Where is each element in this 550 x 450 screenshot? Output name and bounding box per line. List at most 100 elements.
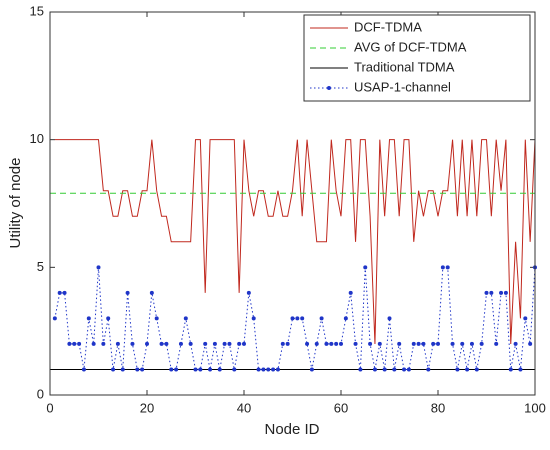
marker [479, 341, 484, 346]
marker [319, 316, 324, 321]
marker [295, 316, 300, 321]
marker [96, 265, 101, 270]
marker [343, 316, 348, 321]
marker [154, 316, 159, 321]
marker [106, 316, 111, 321]
marker [81, 367, 86, 372]
marker [120, 367, 125, 372]
marker [174, 367, 179, 372]
marker [86, 316, 91, 321]
y-tick-label: 15 [30, 3, 44, 18]
marker [275, 367, 280, 372]
series-line [54, 139, 536, 344]
marker [169, 367, 174, 372]
marker [280, 341, 285, 346]
legend-marker [327, 86, 331, 90]
marker [503, 290, 508, 295]
marker [305, 341, 310, 346]
marker [188, 341, 193, 346]
x-tick-label: 80 [431, 400, 445, 415]
axes-box [49, 11, 536, 396]
marker [140, 367, 145, 372]
x-tick-label: 40 [237, 400, 251, 415]
marker [426, 367, 431, 372]
marker [309, 367, 314, 372]
marker [363, 265, 368, 270]
marker [368, 341, 373, 346]
marker [499, 290, 504, 295]
y-tick-label: 10 [30, 131, 44, 146]
x-tick-label: 0 [46, 400, 53, 415]
marker [251, 316, 256, 321]
marker [101, 341, 106, 346]
legend-box [303, 14, 531, 102]
marker [402, 367, 407, 372]
marker [455, 367, 460, 372]
legend-label: Traditional TDMA [354, 59, 455, 74]
marker [217, 367, 222, 372]
y-axis-label: Utility of node [7, 158, 24, 249]
marker [508, 367, 513, 372]
marker [198, 367, 203, 372]
marker [193, 367, 198, 372]
marker [242, 341, 246, 346]
marker [72, 341, 77, 346]
marker [436, 341, 440, 346]
marker [387, 316, 392, 321]
x-tick-label: 100 [524, 400, 546, 415]
marker [164, 341, 169, 346]
marker [271, 367, 276, 372]
marker [237, 341, 242, 346]
marker [513, 341, 518, 346]
marker [528, 341, 533, 346]
marker [421, 341, 426, 346]
marker [397, 341, 402, 346]
marker [256, 367, 261, 372]
marker [523, 316, 528, 321]
x-tick-label: 60 [334, 400, 348, 415]
marker [314, 341, 319, 346]
marker [227, 341, 232, 346]
marker [411, 341, 416, 346]
y-tick-label: 0 [37, 386, 44, 401]
plot-lines [50, 139, 537, 372]
marker [324, 341, 329, 346]
marker [183, 316, 188, 321]
marker [125, 290, 130, 295]
marker [115, 341, 120, 346]
marker [518, 367, 523, 372]
marker [300, 316, 305, 321]
marker [285, 341, 290, 346]
marker [246, 290, 251, 295]
marker [489, 290, 494, 295]
marker [52, 316, 57, 321]
marker [392, 367, 397, 372]
marker [135, 367, 140, 372]
marker [67, 341, 72, 346]
marker [406, 367, 411, 372]
marker [290, 316, 295, 321]
marker [440, 265, 445, 270]
marker [348, 290, 353, 295]
marker [358, 367, 363, 372]
x-tick-label: 20 [140, 400, 154, 415]
marker [377, 341, 382, 346]
marker [178, 341, 183, 346]
marker [232, 367, 237, 372]
marker [445, 265, 450, 270]
marker [334, 341, 339, 346]
marker [222, 341, 227, 346]
marker [208, 367, 213, 372]
marker [465, 367, 470, 372]
marker [450, 341, 455, 346]
marker [266, 367, 271, 372]
marker [149, 290, 154, 295]
marker [130, 341, 135, 346]
y-tick-label: 5 [37, 259, 44, 274]
marker [460, 341, 465, 346]
x-axis-label: Node ID [264, 421, 319, 438]
marker [111, 367, 116, 372]
legend-label: DCF-TDMA [354, 19, 422, 34]
